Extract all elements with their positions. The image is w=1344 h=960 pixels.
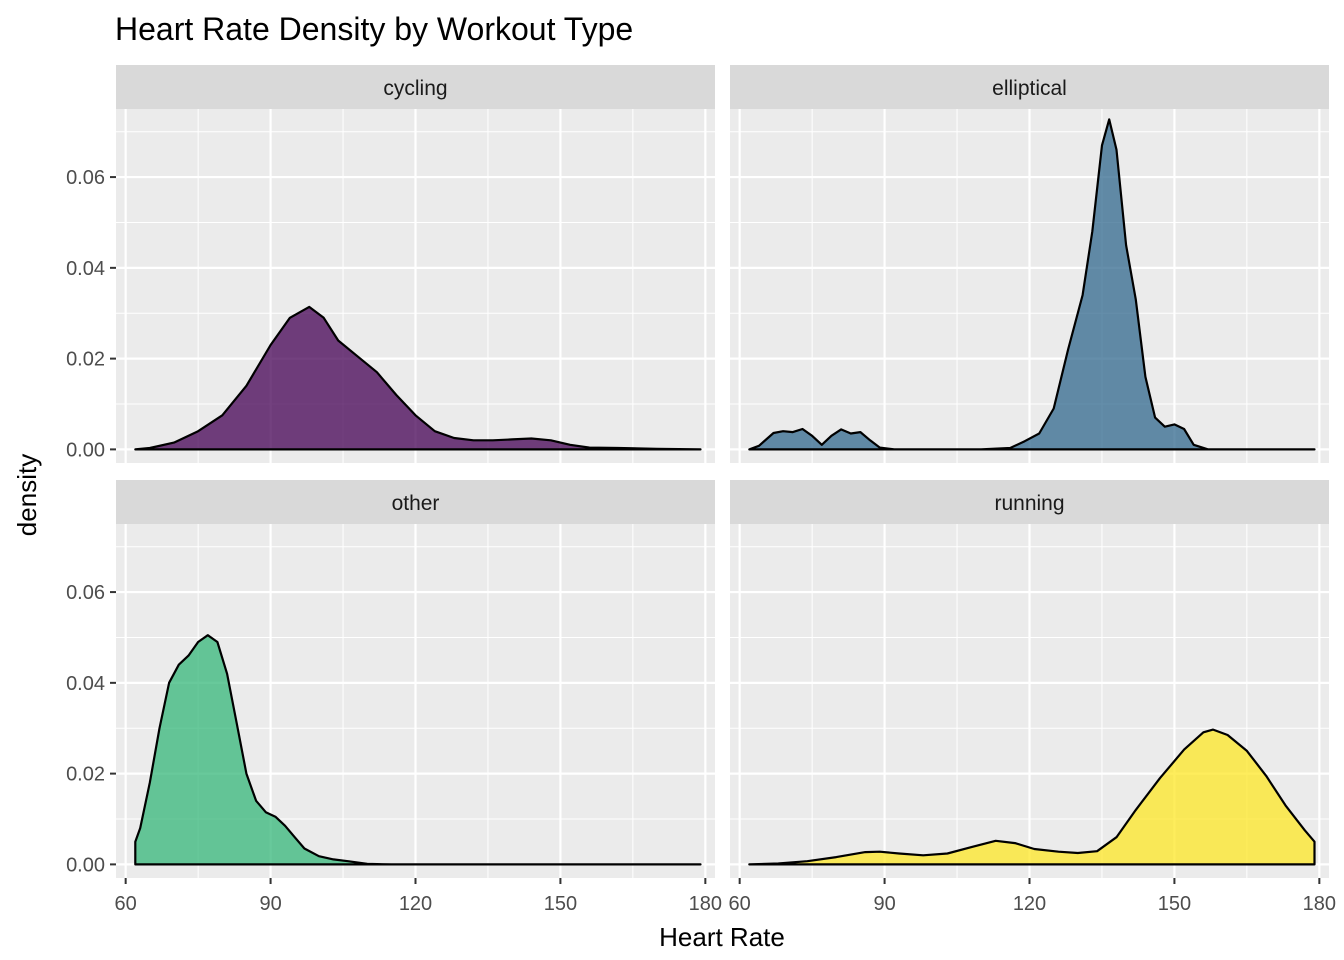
density-area-elliptical bbox=[748, 118, 1316, 451]
density-area-other bbox=[134, 634, 702, 866]
y-axis-label: density bbox=[12, 454, 42, 536]
x-tick-label: 90 bbox=[873, 893, 895, 915]
y-tick-label: 0.02 bbox=[66, 764, 105, 786]
x-tick-label: 120 bbox=[399, 893, 432, 915]
panel-cycling: cycling 0.00 0.02 0.04 0.06 bbox=[66, 65, 715, 463]
facet-strip bbox=[730, 65, 1329, 109]
y-tick-label: 0.00 bbox=[66, 854, 105, 876]
panel-running: running 60 90 120 150 180 bbox=[729, 480, 1336, 915]
x-tick-label: 120 bbox=[1013, 893, 1046, 915]
chart-title: Heart Rate Density by Workout Type bbox=[115, 11, 633, 47]
y-tick-label: 0.06 bbox=[66, 167, 105, 189]
y-tick-label: 0.04 bbox=[66, 258, 105, 280]
panel-other: other 0.00 0.02 0.04 0.06 60 90 120 150 180 bbox=[66, 480, 722, 915]
x-tick-label: 90 bbox=[259, 893, 281, 915]
facet-strip bbox=[116, 480, 715, 524]
y-tick-label: 0.06 bbox=[66, 582, 105, 604]
x-tick-label: 180 bbox=[689, 893, 722, 915]
y-tick-label: 0.04 bbox=[66, 673, 105, 695]
facet-label-running: running bbox=[994, 492, 1064, 515]
x-tick-label: 180 bbox=[1303, 893, 1336, 915]
x-tick-label: 60 bbox=[729, 893, 751, 915]
x-tick-label: 150 bbox=[1158, 893, 1191, 915]
y-tick-label: 0.00 bbox=[66, 439, 105, 461]
facet-label-cycling: cycling bbox=[383, 77, 447, 100]
density-area-cycling bbox=[134, 305, 702, 451]
y-tick-label: 0.02 bbox=[66, 349, 105, 371]
facet-strip bbox=[116, 65, 715, 109]
facet-label-other: other bbox=[392, 492, 440, 515]
x-tick-label: 60 bbox=[115, 893, 137, 915]
density-area-running bbox=[748, 728, 1316, 866]
x-axis-label: Heart Rate bbox=[659, 922, 785, 952]
x-tick-label: 150 bbox=[544, 893, 577, 915]
panel-group: cycling 0.00 0.02 0.04 0.06 elliptical other 0.… bbox=[66, 65, 1336, 915]
facet-strip bbox=[730, 480, 1329, 524]
facet-label-elliptical: elliptical bbox=[992, 77, 1067, 100]
panel-elliptical: elliptical bbox=[730, 65, 1329, 463]
